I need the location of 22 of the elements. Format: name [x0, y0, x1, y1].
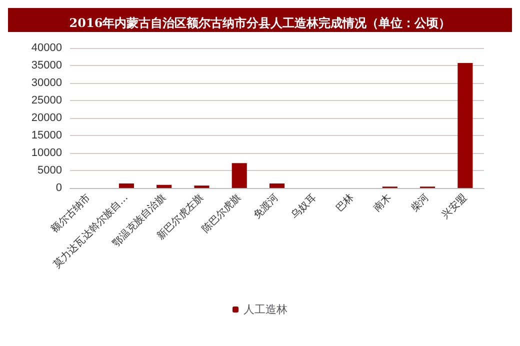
y-tick-label: 20000 — [31, 112, 62, 124]
legend-label: 人工造林 — [244, 303, 288, 316]
y-tick-label: 5000 — [38, 164, 62, 176]
x-tick-label: 兴安盟 — [439, 191, 470, 222]
y-tick-label: 10000 — [31, 147, 62, 159]
x-tick-label: 巴林 — [334, 191, 356, 214]
bar — [232, 163, 247, 188]
chart-title: 2016年内蒙古自治区额尔古纳市分县人工造林完成情况（单位：公顷） — [69, 16, 451, 30]
y-tick-label: 40000 — [31, 42, 62, 54]
y-tick-label: 25000 — [31, 94, 62, 106]
bar — [458, 63, 473, 188]
x-tick-label: 乌奴耳 — [288, 191, 319, 222]
x-tick-label: 柴河 — [408, 191, 432, 214]
bar — [156, 184, 172, 188]
y-tick-label: 0 — [56, 182, 62, 194]
x-tick-label: 南木 — [371, 191, 394, 214]
x-tick-label: 免渡河 — [251, 191, 281, 222]
bar — [118, 183, 134, 188]
y-tick-label: 15000 — [31, 130, 62, 142]
bar — [269, 183, 285, 188]
y-tick-label: 30000 — [31, 77, 62, 89]
y-tick-label: 35000 — [31, 60, 62, 72]
